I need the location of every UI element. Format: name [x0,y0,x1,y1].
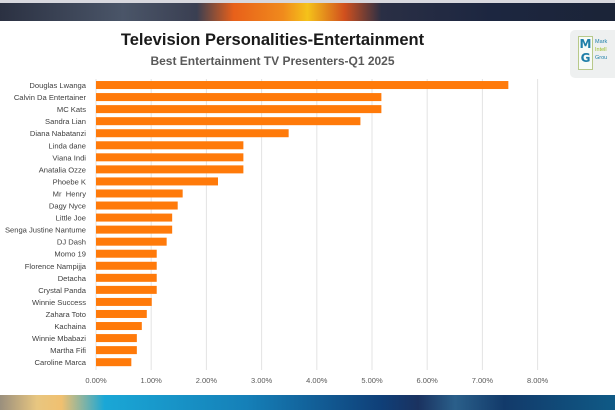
category-label: Little Joe [56,214,86,223]
bar [96,273,157,282]
bar [96,297,152,306]
logo-mark-bottom: G [580,51,591,65]
bar [96,117,361,126]
category-label: Douglas Lwanga [29,81,86,90]
x-tick-label: 2.00% [196,376,218,385]
bar [96,177,218,186]
bar [96,81,509,90]
bar [96,93,382,102]
category-label: Calvin Da Entertainer [14,93,87,102]
bar [96,285,157,294]
x-tick-label: 1.00% [141,376,163,385]
bar [96,322,142,331]
x-tick-label: 5.00% [361,376,383,385]
category-label: Anatalia Ozze [39,165,86,174]
category-label: Winnie Mbabazi [32,334,86,343]
x-tick-label: 3.00% [251,376,273,385]
category-label: Dagy Nyce [49,202,86,211]
category-label: Martha Fifi [50,346,86,355]
background-image-bottom [0,395,615,410]
bar [96,189,183,198]
chart-title: Television Personalities-Entertainment [120,31,425,49]
category-label: Kachaina [54,322,86,331]
category-label: Senga Justine Nantume [5,226,86,235]
x-tick-label: 4.00% [306,376,328,385]
category-label: Momo 19 [54,250,86,259]
category-labels: Douglas Lwanga Calvin Da Entertainer MC Ka… [5,81,87,367]
gridlines [95,79,539,370]
bar [96,213,173,222]
chart-card: Television Personalities-Entertainment B… [0,21,615,395]
bar [96,249,157,258]
category-label: Phoebe K [53,177,86,186]
bar [96,346,137,355]
x-tick-labels: 0.00% 1.00% 2.00% 3.00% 4.00% 5.00% 6.00% 7.00%… [85,376,548,385]
bars [96,81,509,367]
bar [96,225,173,234]
logo-line-2: Intell [595,47,607,53]
category-label: Winnie Success [32,298,86,307]
logo-mark-icon: M G [578,36,593,70]
bar [96,165,244,174]
bar [96,261,157,270]
bar [96,358,132,367]
x-tick-label: 7.00% [472,376,494,385]
category-label: Florence Nampijja [25,262,87,271]
logo-line-3: Grou [595,55,608,61]
background-image-top [0,0,615,21]
category-label: Linda dane [48,141,86,150]
chart-subtitle: Best Entertainment TV Presenters-Q1 2025 [150,54,395,68]
company-logo: M G Mark Intell Grou [570,30,615,78]
category-label: Detacha [58,274,87,283]
category-label: DJ Dash [57,238,86,247]
category-label: Viana Indi [52,153,86,162]
bar [96,201,178,210]
category-label: Zahara Toto [46,310,86,319]
x-tick-label: 0.00% [85,376,107,385]
bar [96,334,137,343]
bar [96,141,244,150]
category-label: Crystal Panda [38,286,86,295]
category-label: Mr Henry [53,189,87,198]
category-label: Caroline Marca [35,358,87,367]
x-tick-label: 6.00% [417,376,439,385]
bar [96,129,289,138]
bar-chart: Douglas Lwanga Calvin Da Entertainer MC Ka… [5,79,549,385]
category-label: Sandra Lian [45,117,86,126]
bar [96,105,382,114]
category-label: MC Kats [57,105,86,114]
logo-text: Mark Intell Grou [595,38,607,62]
bar [96,309,147,318]
bar [96,153,244,162]
x-tick-label: 8.00% [527,376,549,385]
logo-line-1: Mark [595,39,608,45]
bar [96,237,167,246]
category-label: Diana Nabatanzi [30,129,86,138]
logo-mark-top: M [579,37,592,51]
